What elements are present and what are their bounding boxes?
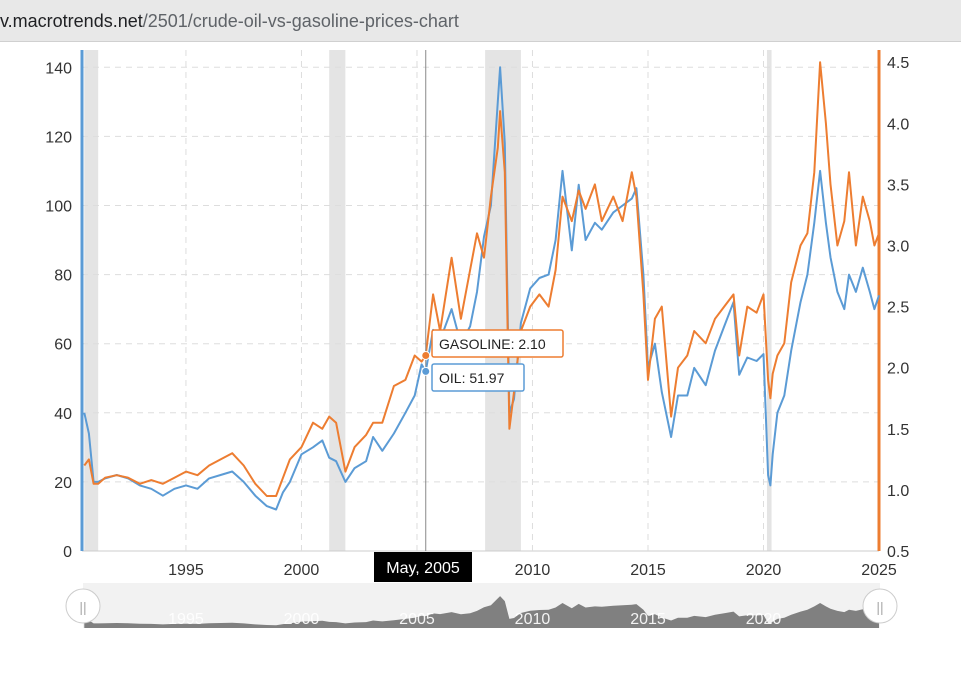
x-tick-label: 2020: [746, 562, 782, 579]
navigator-tick-label: 2000: [284, 611, 320, 628]
recession-band: [485, 50, 521, 551]
hover-marker-oil: [421, 366, 431, 376]
y-left-tick-label: 100: [45, 198, 72, 215]
y-right-tick-label: 4.5: [887, 55, 909, 72]
navigator-tick-label: 1995: [168, 611, 204, 628]
series-lines: [83, 61, 880, 511]
y-right-tick-label: 2.5: [887, 300, 909, 317]
y-right-tick-label: 4.0: [887, 116, 909, 133]
url-text[interactable]: v.macrotrends.net/2501/crude-oil-vs-gaso…: [0, 11, 459, 32]
y-right-tick-label: 0.5: [887, 544, 909, 561]
y-right-tick-label: 2.0: [887, 361, 909, 378]
y-right-tick-label: 1.0: [887, 483, 909, 500]
navigator-right-handle[interactable]: [862, 588, 898, 624]
series-line-oil: [83, 66, 880, 511]
y-left-tick-label: 120: [45, 129, 72, 146]
recession-bands: [84, 50, 772, 551]
address-bar[interactable]: v.macrotrends.net/2501/crude-oil-vs-gaso…: [0, 0, 961, 42]
navigator[interactable]: 1995 2000 2005 2010 2015 2020 || ||: [65, 583, 898, 628]
y-right-tick-label: 3.5: [887, 177, 909, 194]
recession-band: [766, 50, 772, 551]
x-tick-label: 1995: [168, 562, 204, 579]
navigator-tick-label: 2005: [399, 611, 435, 628]
y-axis-left: 0 20 40 60 80 100 120 140: [45, 60, 72, 561]
navigator-area: [84, 596, 880, 628]
navigator-tick-label: 2015: [630, 611, 666, 628]
y-left-tick-label: 140: [45, 60, 72, 77]
x-tick-label: 2000: [284, 562, 320, 579]
navigator-left-handle[interactable]: [65, 588, 101, 624]
navigator-left-grip-icon: ||: [79, 599, 86, 615]
y-right-tick-label: 1.5: [887, 422, 909, 439]
hover-marker-gasoline: [421, 350, 431, 360]
y-left-tick-label: 0: [63, 544, 72, 561]
y-left-tick-label: 20: [54, 475, 72, 492]
navigator-labels: 1995 2000 2005 2010 2015 2020: [168, 611, 781, 628]
x-tick-label: 2010: [515, 562, 551, 579]
navigator-right-grip-icon: ||: [876, 599, 883, 615]
x-tick-label: 2015: [630, 562, 666, 579]
x-axis: 1995200020052010201520202025: [168, 562, 897, 579]
url-host: v.macrotrends.net: [0, 11, 143, 31]
navigator-tick-label: 2010: [515, 611, 551, 628]
tooltip-gasoline: GASOLINE: 2.10: [431, 329, 564, 358]
y-left-tick-label: 60: [54, 337, 72, 354]
chart[interactable]: 0 20 40 60 80 100 120 140 0.5 1.0 1.5 2.0 2.5 3.0 3.5…: [0, 42, 961, 677]
series-line-gasoline: [83, 61, 880, 497]
tooltip-date-text: May, 2005: [386, 560, 460, 577]
y-right-tick-label: 3.0: [887, 239, 909, 256]
url-path: /2501/crude-oil-vs-gasoline-prices-chart: [142, 11, 459, 31]
y-left-tick-label: 80: [54, 268, 72, 285]
x-tick-label: 2025: [861, 562, 897, 579]
tooltip-oil: OIL: 51.97: [431, 363, 525, 392]
tooltip-oil-text: OIL: 51.97: [439, 370, 505, 386]
grid-lines: [82, 50, 880, 552]
navigator-tick-label: 2020: [746, 611, 782, 628]
recession-band: [329, 50, 346, 551]
tooltip-date: May, 2005: [374, 552, 472, 582]
y-left-tick-label: 40: [54, 406, 72, 423]
tooltip-gasoline-text: GASOLINE: 2.10: [439, 336, 546, 352]
y-axis-right: 0.5 1.0 1.5 2.0 2.5 3.0 3.5 4.0 4.5: [887, 55, 909, 561]
